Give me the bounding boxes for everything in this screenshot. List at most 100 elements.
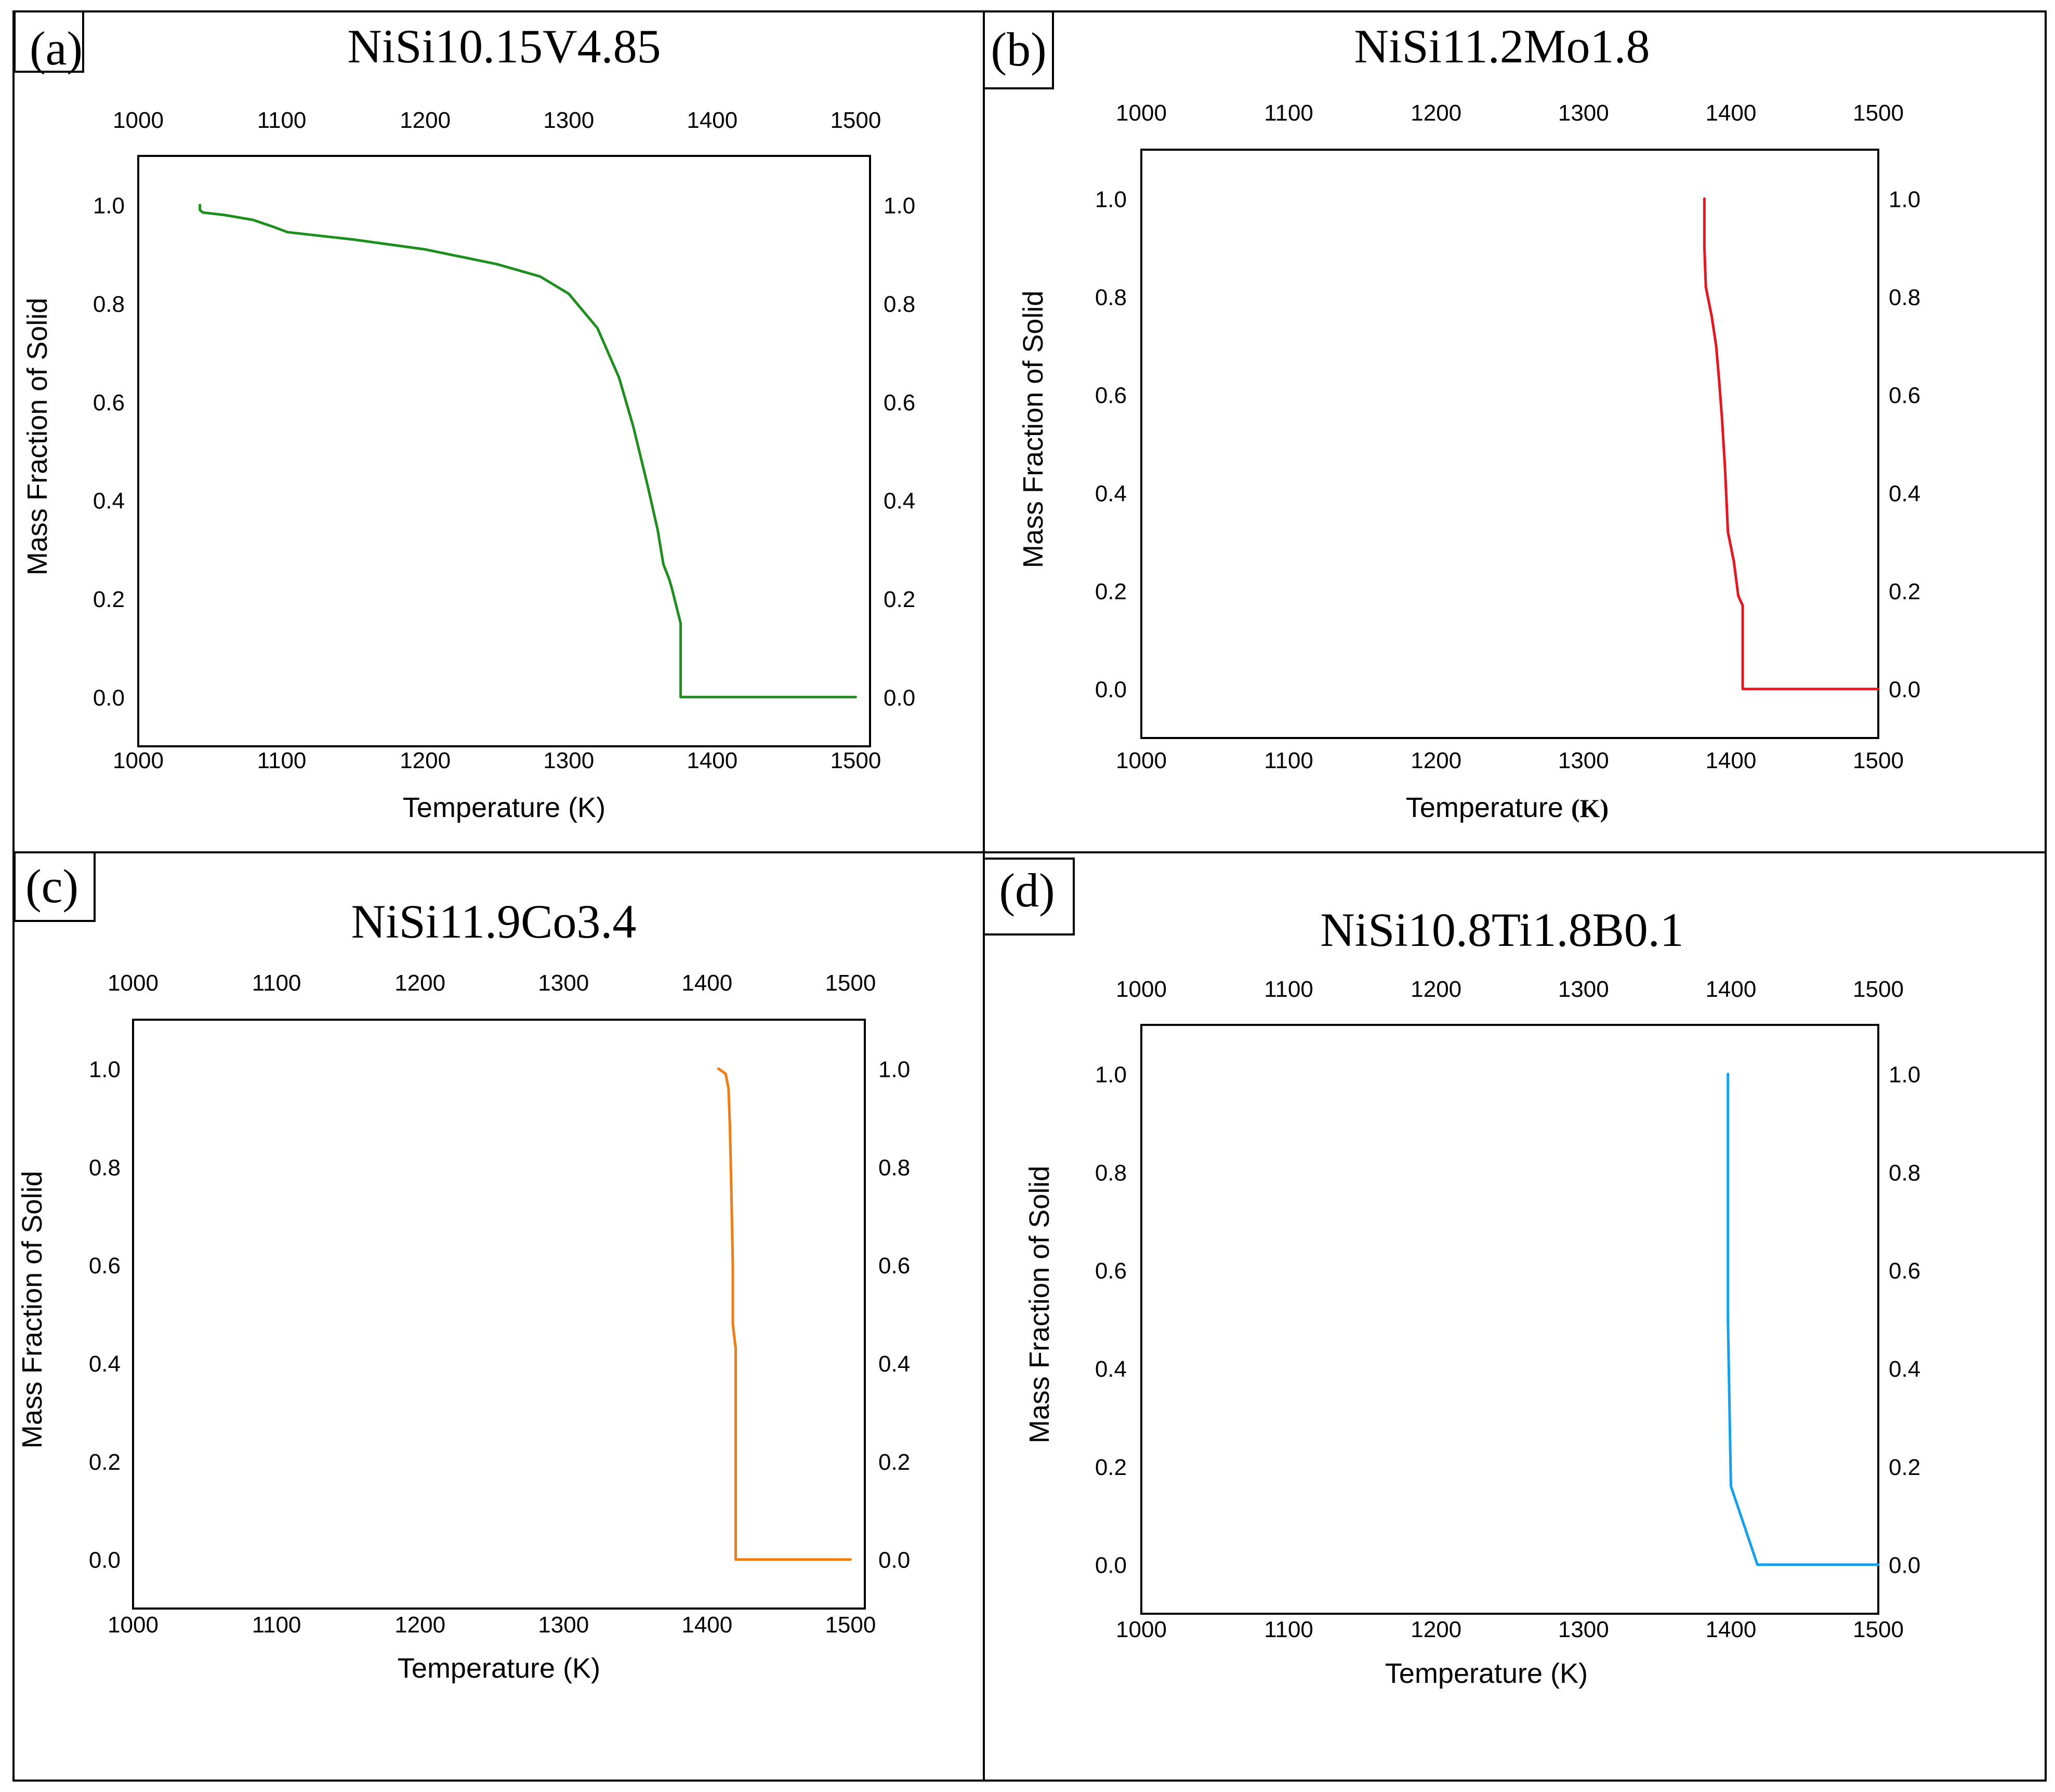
x-tick-label-top: 1000 xyxy=(113,108,164,133)
x-tick-label-bottom: 1300 xyxy=(1558,1617,1609,1642)
x-tick-label-top: 1200 xyxy=(400,108,451,133)
y-tick-label-left: 0.0 xyxy=(1095,1553,1127,1578)
y-tick-label-right: 0.6 xyxy=(878,1253,910,1279)
x-tick-label-top: 1200 xyxy=(394,970,445,996)
x-tick-label-top: 1500 xyxy=(825,970,876,996)
y-tick-label-right: 0.8 xyxy=(884,292,915,317)
x-tick-label-bottom: 1100 xyxy=(1264,748,1313,773)
x-tick-label-bottom: 1300 xyxy=(543,748,594,773)
x-tick-label-top: 1000 xyxy=(1116,100,1167,126)
y-axis-label: Mass Fraction of Solid xyxy=(1024,1166,1055,1443)
y-tick-label-right: 0.6 xyxy=(1889,1258,1920,1284)
panel-label: (c) xyxy=(25,860,78,913)
x-tick-label-top: 1500 xyxy=(1853,100,1904,126)
y-tick-label-right: 0.0 xyxy=(1889,1553,1920,1578)
x-tick-label-top: 1100 xyxy=(252,970,301,996)
x-tick-label-top: 1100 xyxy=(257,108,307,133)
x-axis-label-unit: (K) xyxy=(1571,794,1609,823)
y-tick-label-left: 0.0 xyxy=(89,1548,121,1573)
plot-area xyxy=(1140,149,1879,739)
chart-title: NiSi10.15V4.85 xyxy=(347,20,661,73)
x-tick-label-bottom: 1400 xyxy=(1705,748,1756,773)
x-tick-label-bottom: 1200 xyxy=(394,1612,445,1638)
y-tick-label-left: 1.0 xyxy=(1095,187,1127,212)
x-tick-label-bottom: 1100 xyxy=(252,1612,301,1638)
y-axis-label: Mass Fraction of Solid xyxy=(17,1171,48,1448)
x-tick-label-bottom: 1100 xyxy=(257,748,307,773)
y-tick-label-left: 0.0 xyxy=(93,685,125,710)
y-tick-label-right: 0.4 xyxy=(1889,481,1920,506)
x-tick-label-top: 1100 xyxy=(1264,100,1313,126)
x-tick-label-bottom: 1000 xyxy=(113,748,164,773)
y-tick-label-right: 0.2 xyxy=(1889,579,1920,604)
x-tick-label-bottom: 1300 xyxy=(538,1612,589,1638)
y-tick-label-right: 0.6 xyxy=(1889,383,1920,409)
series-line xyxy=(717,1067,852,1561)
panel-label: (a) xyxy=(30,22,83,75)
x-tick-label-top: 1500 xyxy=(1853,977,1904,1002)
y-tick-label-right: 0.4 xyxy=(878,1351,910,1377)
x-tick-label-bottom: 1500 xyxy=(825,1612,876,1638)
x-axis-label: Temperature (K) xyxy=(403,792,605,823)
y-axis-label: Mass Fraction of Solid xyxy=(22,298,53,575)
plot-area xyxy=(132,1019,866,1610)
panel-label-box xyxy=(14,10,84,73)
y-tick-label-right: 0.8 xyxy=(1889,1160,1920,1185)
x-tick-label-top: 1400 xyxy=(1705,100,1756,126)
y-tick-label-left: 1.0 xyxy=(89,1057,121,1082)
panel-label: (d) xyxy=(999,864,1055,917)
x-tick-label-top: 1300 xyxy=(1558,100,1609,126)
x-tick-label-bottom: 1500 xyxy=(830,748,881,773)
y-tick-label-right: 1.0 xyxy=(1889,187,1920,212)
x-axis-label-text: Temperature xyxy=(1406,792,1571,823)
y-tick-label-left: 0.2 xyxy=(93,587,125,612)
x-tick-label-bottom: 1000 xyxy=(1116,1617,1167,1642)
y-tick-label-left: 0.6 xyxy=(89,1253,121,1279)
y-tick-label-right: 0.6 xyxy=(884,390,915,415)
y-tick-label-right: 0.2 xyxy=(878,1450,910,1475)
y-tick-label-left: 0.4 xyxy=(1095,1356,1127,1382)
y-tick-label-right: 0.4 xyxy=(1889,1356,1920,1382)
x-axis-label: Temperature (K) xyxy=(1406,792,1609,823)
y-tick-label-right: 0.2 xyxy=(1889,1455,1920,1480)
x-tick-label-bottom: 1400 xyxy=(687,748,737,773)
y-tick-label-right: 1.0 xyxy=(1889,1062,1920,1087)
y-tick-label-right: 0.2 xyxy=(884,587,915,612)
x-tick-label-top: 1400 xyxy=(681,970,732,996)
x-tick-label-top: 1300 xyxy=(538,970,589,996)
series-line xyxy=(1727,1072,1880,1566)
y-tick-label-right: 0.4 xyxy=(884,489,915,514)
x-tick-label-bottom: 1500 xyxy=(1853,748,1904,773)
y-tick-label-right: 0.8 xyxy=(1889,285,1920,310)
series-line xyxy=(1703,197,1880,691)
x-tick-label-bottom: 1300 xyxy=(1558,748,1609,773)
x-tick-label-top: 1400 xyxy=(1705,977,1756,1002)
y-tick-label-left: 0.4 xyxy=(1095,481,1127,506)
y-tick-label-left: 0.4 xyxy=(89,1351,121,1377)
y-axis-label: Mass Fraction of Solid xyxy=(1018,291,1049,568)
y-tick-label-left: 0.6 xyxy=(1095,1258,1127,1284)
y-tick-label-left: 0.2 xyxy=(89,1450,121,1475)
x-tick-label-bottom: 1200 xyxy=(400,748,451,773)
y-tick-label-right: 0.8 xyxy=(878,1155,910,1180)
x-tick-label-bottom: 1100 xyxy=(1264,1617,1313,1642)
x-axis-label: Temperature (K) xyxy=(1385,1658,1588,1689)
y-tick-label-left: 0.2 xyxy=(1095,1455,1127,1480)
x-tick-label-bottom: 1500 xyxy=(1853,1617,1904,1642)
y-tick-label-left: 0.6 xyxy=(93,390,125,415)
panel-a: (a) NiSi10.15V4.85 1000 1000 1100 1100 1200 120… xyxy=(14,10,915,823)
y-tick-label-left: 1.0 xyxy=(1095,1062,1127,1087)
y-tick-label-left: 0.2 xyxy=(1095,579,1127,604)
x-axis-label-text: Temperature (K) xyxy=(403,792,605,823)
x-tick-label-top: 1000 xyxy=(108,970,159,996)
y-tick-label-left: 0.8 xyxy=(1095,1160,1127,1185)
y-tick-label-left: 0.8 xyxy=(1095,285,1127,310)
panel-label-box xyxy=(14,851,96,922)
x-axis-label-text: Temperature (K) xyxy=(1385,1658,1588,1689)
y-tick-label-left: 0.4 xyxy=(93,489,125,514)
y-tick-label-right: 1.0 xyxy=(878,1057,910,1082)
y-tick-label-left: 0.8 xyxy=(89,1155,121,1180)
series-line xyxy=(199,204,857,699)
x-tick-label-bottom: 1400 xyxy=(1705,1617,1756,1642)
